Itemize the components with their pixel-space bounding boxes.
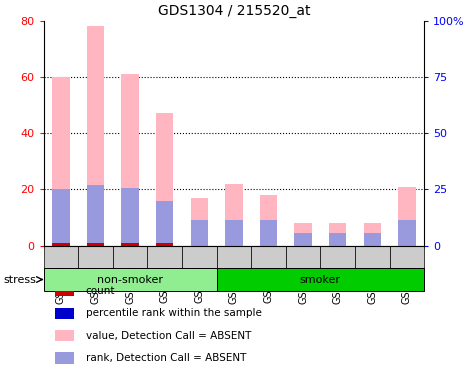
Bar [55,352,74,364]
FancyBboxPatch shape [44,268,217,291]
Bar [295,233,312,246]
Bar [121,74,139,246]
Bar [55,285,74,296]
Bar [87,185,104,246]
Bar [121,188,139,246]
Bar [191,198,208,246]
Bar [121,243,139,246]
FancyBboxPatch shape [217,246,251,268]
FancyBboxPatch shape [78,246,113,268]
Bar [295,223,312,246]
Bar [53,77,69,246]
Bar [87,243,104,246]
Bar [55,308,74,319]
Bar [363,223,381,246]
Bar [53,189,69,246]
Text: count: count [85,286,115,296]
FancyBboxPatch shape [390,246,424,268]
Bar [329,233,346,246]
FancyBboxPatch shape [320,246,355,268]
Bar [156,201,174,246]
Bar [87,26,104,246]
FancyBboxPatch shape [147,246,182,268]
Bar [398,187,416,246]
FancyBboxPatch shape [251,246,286,268]
Text: non-smoker: non-smoker [97,274,163,285]
FancyBboxPatch shape [182,246,217,268]
Title: GDS1304 / 215520_at: GDS1304 / 215520_at [158,4,310,18]
FancyBboxPatch shape [44,246,78,268]
FancyBboxPatch shape [217,268,424,291]
Bar [225,184,242,246]
Text: percentile rank within the sample: percentile rank within the sample [85,308,261,318]
FancyBboxPatch shape [355,246,390,268]
Bar [55,330,74,341]
Bar [260,195,277,246]
Bar [53,243,69,246]
Text: rank, Detection Call = ABSENT: rank, Detection Call = ABSENT [85,353,246,363]
Bar [156,114,174,246]
Bar [398,220,416,246]
FancyBboxPatch shape [286,246,320,268]
Bar [191,220,208,246]
Bar [156,243,174,246]
Text: value, Detection Call = ABSENT: value, Detection Call = ABSENT [85,331,251,340]
FancyBboxPatch shape [113,246,147,268]
Text: stress: stress [4,274,37,285]
Bar [329,223,346,246]
Text: smoker: smoker [300,274,341,285]
Bar [260,220,277,246]
Bar [225,220,242,246]
Bar [363,233,381,246]
